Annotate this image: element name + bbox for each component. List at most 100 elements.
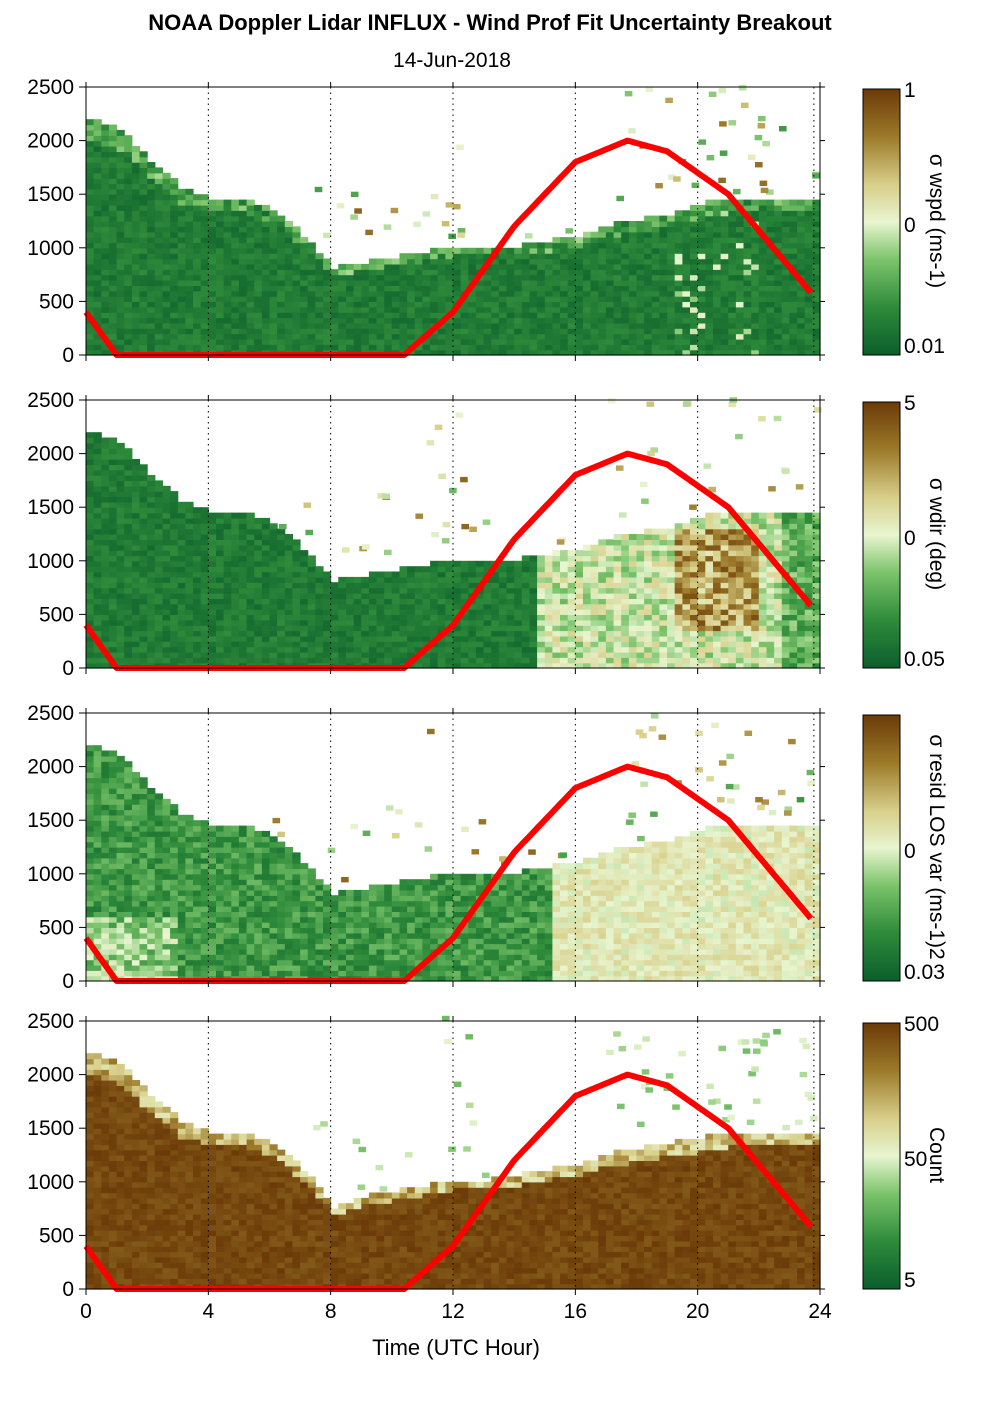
heatmap-cell	[506, 301, 515, 308]
heatmap-cell	[101, 523, 110, 530]
heatmap-cell	[131, 593, 141, 599]
heatmap-cell	[86, 263, 95, 270]
heatmap-cell	[300, 247, 309, 254]
heatmap-cell	[185, 614, 194, 621]
heatmap-cell	[728, 593, 737, 599]
heatmap-cell	[628, 598, 638, 605]
heatmap-cell	[644, 333, 653, 340]
heatmap-cell	[621, 338, 630, 345]
heatmap-cell	[238, 247, 248, 254]
heatmap-cell	[468, 566, 477, 573]
heatmap-cell	[735, 296, 745, 302]
heatmap-cell	[284, 560, 293, 567]
heatmap-cell	[407, 587, 416, 594]
heatmap-cell	[743, 641, 752, 648]
heatmap-cell	[506, 263, 515, 270]
heatmap-cell	[246, 317, 255, 324]
heatmap-cell	[544, 598, 553, 605]
heatmap-cell	[147, 641, 156, 648]
heatmap-cell	[391, 280, 400, 286]
heatmap-cell	[361, 306, 370, 313]
heatmap-cell	[659, 641, 668, 648]
heatmap-cell	[284, 635, 293, 642]
heatmap-cell	[292, 253, 301, 260]
heatmap-cell	[567, 603, 576, 610]
heatmap-cell	[651, 630, 660, 637]
heatmap-cell	[514, 349, 523, 356]
heatmap-cell	[659, 301, 668, 308]
heatmap-cell	[384, 312, 393, 319]
heatmap-cell	[185, 199, 194, 206]
heatmap-cell	[713, 210, 722, 217]
heatmap-cell	[590, 587, 599, 594]
heatmap-cell	[735, 280, 745, 286]
heatmap-cell	[774, 274, 783, 281]
heatmap-cell	[698, 139, 706, 145]
heatmap-cell	[567, 625, 576, 632]
heatmap-cell	[315, 582, 324, 589]
heatmap-cell	[445, 571, 454, 578]
heatmap-cell	[177, 204, 186, 211]
heatmap-cell	[193, 609, 202, 615]
heatmap-cell	[674, 274, 683, 281]
heatmap-cell	[170, 593, 179, 599]
heatmap-cell	[254, 274, 263, 281]
heatmap-cell	[590, 635, 599, 642]
heatmap-cell	[613, 226, 622, 233]
heatmap-cell	[384, 576, 393, 583]
heatmap-cell	[185, 603, 194, 610]
heatmap-cell	[231, 269, 240, 276]
heatmap-cell	[261, 280, 271, 286]
heatmap-cell	[300, 301, 309, 308]
heatmap-cell	[399, 274, 408, 281]
heatmap-cell	[384, 296, 393, 302]
heatmap-cell	[483, 625, 492, 632]
heatmap-cell	[353, 301, 362, 308]
heatmap-cell	[399, 566, 408, 573]
heatmap-cell	[659, 258, 668, 265]
heatmap-cell	[223, 242, 232, 249]
heatmap-cell	[789, 285, 798, 292]
heatmap-cell	[659, 231, 668, 238]
heatmap-cell	[453, 571, 462, 578]
heatmap-cell	[560, 312, 569, 319]
heatmap-cell	[781, 635, 790, 642]
heatmap-cell	[300, 603, 309, 610]
heatmap-cell	[552, 598, 561, 605]
heatmap-cell	[292, 539, 301, 546]
heatmap-cell	[208, 269, 217, 276]
heatmap-cell	[108, 306, 118, 313]
heatmap-cell	[621, 571, 630, 578]
heatmap-cell	[758, 534, 767, 540]
heatmap-cell	[789, 247, 798, 254]
heatmap-cell	[758, 215, 767, 222]
heatmap-cell	[713, 635, 722, 642]
heatmap-cell	[193, 550, 202, 557]
heatmap-cell	[667, 587, 676, 594]
heatmap-cell	[697, 528, 706, 535]
heatmap-cell	[651, 651, 660, 658]
heatmap-cell	[108, 625, 118, 632]
heatmap-cell	[720, 285, 729, 292]
heatmap-cell	[445, 258, 454, 265]
heatmap-cell	[246, 635, 255, 642]
heatmap-cell	[193, 263, 202, 270]
heatmap-cell	[284, 231, 293, 238]
heatmap-cell	[86, 280, 95, 286]
heatmap-cell	[713, 312, 722, 319]
heatmap-cell	[246, 550, 255, 557]
heatmap-cell	[200, 199, 209, 206]
heatmap-cell	[789, 338, 798, 345]
heatmap-cell	[391, 312, 400, 319]
heatmap-cell	[162, 614, 171, 621]
heatmap-cell	[460, 333, 469, 340]
heatmap-cell	[131, 231, 141, 238]
heatmap-cell	[361, 657, 370, 664]
heatmap-cell	[93, 598, 102, 605]
heatmap-cell	[682, 539, 691, 546]
heatmap-cell	[139, 641, 148, 648]
heatmap-cell	[254, 280, 263, 286]
heatmap-cell	[261, 560, 271, 567]
heatmap-cell	[414, 582, 423, 589]
heatmap-cell	[269, 215, 278, 222]
